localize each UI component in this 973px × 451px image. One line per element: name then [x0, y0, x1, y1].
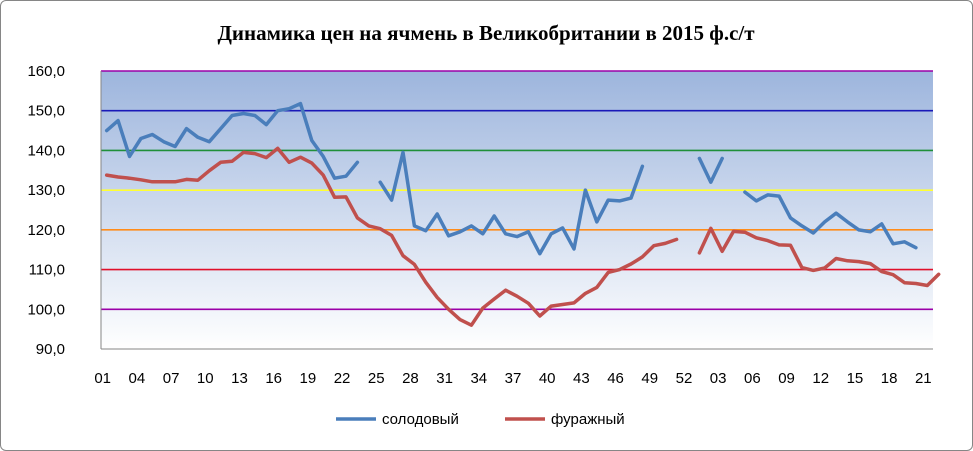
x-tick-label: 52 — [676, 370, 693, 387]
x-tick-label: 12 — [812, 370, 829, 387]
x-axis: 01 04 07 10 13 16 19 22 25 28 31 34 37 40 43 46 49 52 03 06… — [94, 348, 933, 387]
grid-lines — [101, 70, 933, 311]
x-tick-label: 34 — [470, 370, 487, 387]
y-tick-label: 140,0 — [27, 142, 65, 159]
x-tick-label: 13 — [231, 370, 248, 387]
y-axis: 90,0 100,0 110,0 120,0 130,0 140,0 150,0 160,0 — [27, 63, 102, 358]
x-tick-label: 10 — [197, 370, 214, 387]
x-tick-label: 46 — [607, 370, 624, 387]
x-tick-label: 37 — [505, 370, 522, 387]
plot-area — [101, 71, 933, 349]
x-tick-label: 25 — [368, 370, 385, 387]
legend: солодовый фуражный — [336, 411, 625, 428]
x-tick-label: 18 — [881, 370, 898, 387]
y-tick-label: 90,0 — [36, 341, 65, 358]
series-lines — [104, 101, 941, 327]
x-tick-label: 49 — [641, 370, 658, 387]
y-tick-label: 160,0 — [27, 63, 65, 80]
x-tick-label: 21 — [915, 370, 932, 387]
x-tick-label: 04 — [129, 370, 146, 387]
chart-title: Динамика цен на ячмень в Великобритании … — [217, 21, 755, 45]
x-tick-label: 03 — [710, 370, 727, 387]
x-tick-label: 31 — [436, 370, 453, 387]
x-tick-label: 07 — [163, 370, 180, 387]
legend-label-solodovy: солодовый — [382, 411, 459, 428]
x-tick-label: 22 — [334, 370, 351, 387]
x-tick-label: 09 — [778, 370, 795, 387]
x-tick-label: 01 — [94, 370, 111, 387]
y-tick-label: 100,0 — [27, 301, 65, 318]
y-tick-label: 110,0 — [29, 262, 65, 279]
y-tick-label: 130,0 — [27, 182, 65, 199]
x-tick-label: 43 — [573, 370, 590, 387]
x-tick-label: 06 — [744, 370, 761, 387]
legend-label-furazhny: фуражный — [551, 411, 625, 428]
x-tick-label: 28 — [402, 370, 419, 387]
x-tick-label: 16 — [265, 370, 282, 387]
x-tick-label: 40 — [539, 370, 556, 387]
y-tick-label: 120,0 — [27, 222, 65, 239]
x-tick-label: 19 — [300, 370, 317, 387]
x-tick-label: 15 — [847, 370, 864, 387]
y-tick-label: 150,0 — [27, 103, 65, 120]
series-line-1 — [104, 146, 941, 327]
series-line-0 — [104, 101, 918, 256]
